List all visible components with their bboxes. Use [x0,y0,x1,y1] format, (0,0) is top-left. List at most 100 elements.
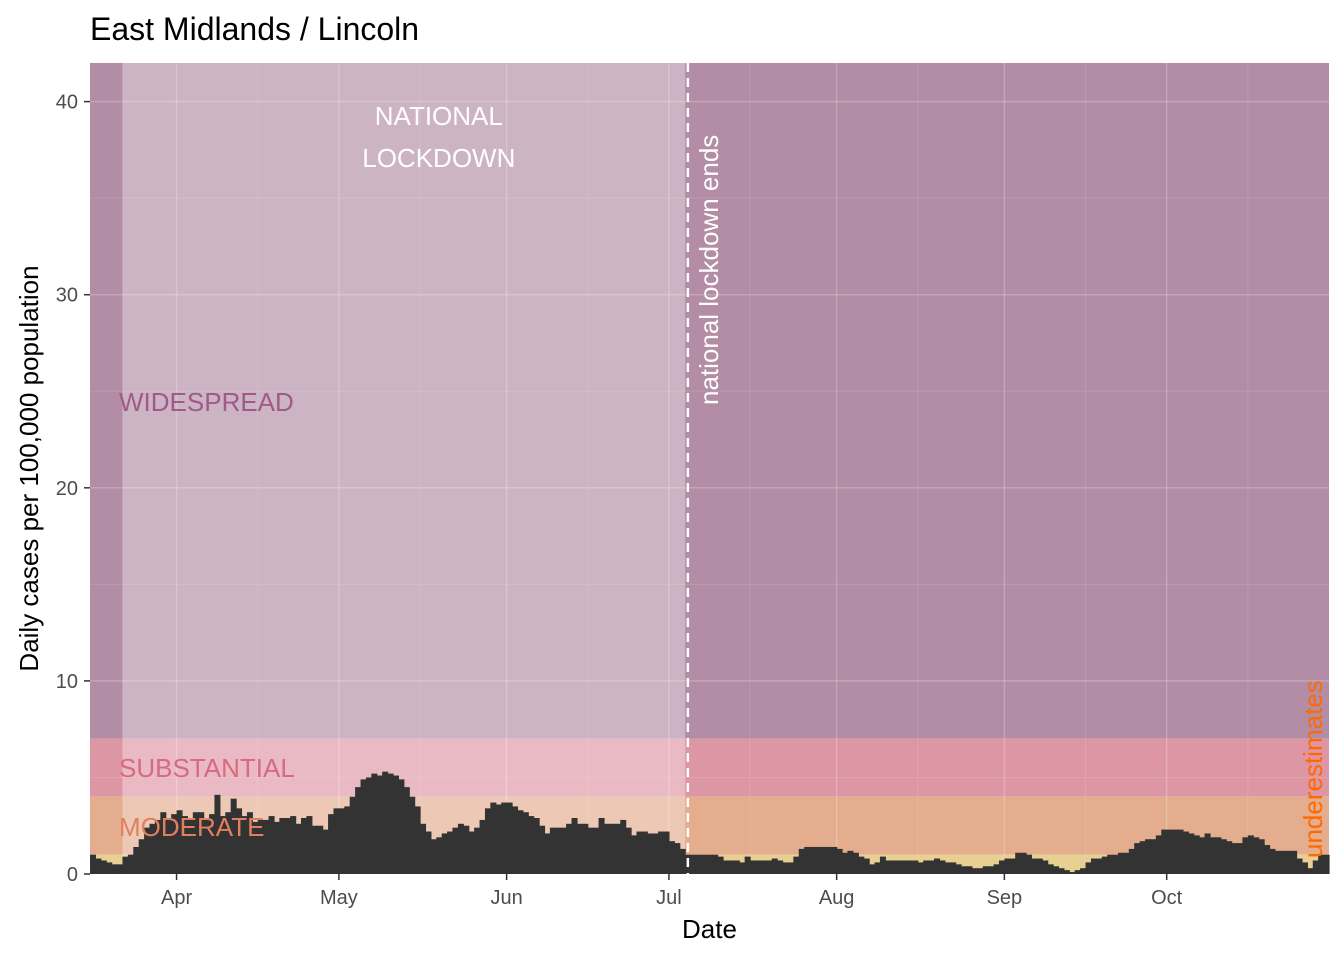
bar [1058,868,1065,874]
x-axis-title: Date [682,914,737,944]
bar [652,833,659,874]
bar [187,819,194,874]
bar [1285,850,1292,874]
bar [284,818,291,874]
bar [1063,870,1070,874]
bar [668,841,675,874]
bar [154,819,161,874]
bar [430,839,437,874]
bar [236,808,243,874]
bar [971,868,978,874]
bar [1096,858,1103,874]
bar [1090,858,1097,874]
bar [1155,835,1162,874]
bar [181,816,188,874]
bar [420,823,427,874]
bar [1107,854,1114,874]
bar [1312,860,1319,874]
y-tick-label: 0 [67,864,78,886]
band-label-widespread: WIDESPREAD [119,387,294,417]
bar [614,823,621,874]
bar [852,852,859,874]
bar [901,860,908,874]
bar [782,862,789,874]
bar [95,858,102,874]
band-substantial [90,738,1329,797]
bar [966,866,973,874]
bar [1069,872,1076,874]
bar [863,858,870,874]
bar [728,860,735,874]
bar [279,818,286,874]
bar [149,823,156,874]
bar [1242,837,1249,874]
bar [409,796,416,874]
bar [517,810,524,874]
bar [1274,850,1281,874]
bar [111,864,118,874]
y-tick-label: 10 [56,671,78,693]
bar [528,816,535,874]
lockdown-shade [122,63,686,874]
bar [847,850,854,874]
bar [452,827,459,874]
lockdown-label-line2: LOCKDOWN [362,143,515,173]
bar [90,854,97,874]
bar [1036,858,1043,874]
bar [760,860,767,874]
band-label-substantial: SUBSTANTIAL [119,753,295,783]
chart-title: East Midlands / Lincoln [90,11,419,47]
bar [982,866,989,874]
bar [1193,835,1200,874]
bar [566,823,573,874]
bar [100,860,107,874]
bar [1226,841,1233,874]
bar [950,862,957,874]
bar [977,868,984,874]
lockdown-label-line1: NATIONAL [375,101,503,131]
bar [917,862,924,874]
bar [474,827,481,874]
bar [398,779,405,874]
bar [1182,831,1189,874]
bar [1323,854,1330,874]
bar [869,864,876,874]
bar [793,856,800,874]
daily-case-bars [90,771,1330,874]
bar [1112,854,1119,874]
band-label-moderate: MODERATE [119,812,264,842]
bar [609,823,616,874]
bar [879,856,886,874]
bar [436,837,443,874]
bar [1307,868,1314,874]
bar [203,818,210,874]
bar [1117,852,1125,874]
bar [831,846,838,874]
bar [1150,839,1157,874]
bar [1042,860,1049,874]
bar [750,860,757,874]
bar [1253,837,1260,874]
bar [706,854,713,874]
bar [127,854,134,874]
bar [739,862,746,874]
bar [1166,829,1173,874]
bar [165,818,172,874]
bar [674,843,681,874]
bar [457,823,464,874]
bar [533,818,540,874]
x-axis: Apr May Jun Jul Aug Sep Oct [161,874,1183,909]
bar [484,808,491,874]
bar [1215,837,1222,874]
bar [479,819,486,874]
bar [1264,845,1271,874]
bar [490,802,497,874]
bar [771,858,778,874]
bar [1301,862,1308,874]
bar [701,854,708,874]
bar [934,858,941,874]
bar [230,798,237,874]
bar [560,827,567,874]
bar [1004,858,1011,874]
bar [144,827,151,874]
